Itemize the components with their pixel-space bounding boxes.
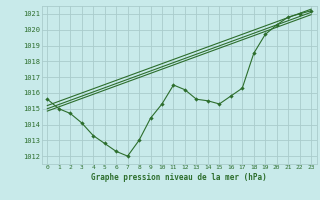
X-axis label: Graphe pression niveau de la mer (hPa): Graphe pression niveau de la mer (hPa) bbox=[91, 173, 267, 182]
